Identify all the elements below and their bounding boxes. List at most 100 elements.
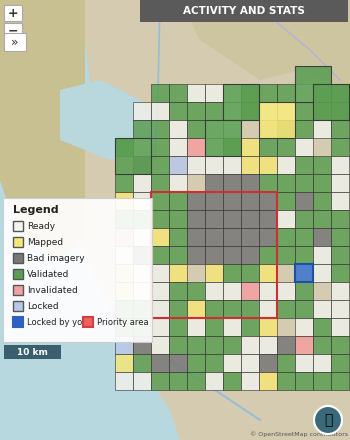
- Bar: [241, 282, 259, 300]
- Bar: [295, 246, 313, 264]
- Polygon shape: [60, 80, 160, 160]
- Text: Ready: Ready: [27, 221, 55, 231]
- Bar: [13, 269, 23, 279]
- Bar: [223, 156, 241, 174]
- Bar: [169, 174, 187, 192]
- Text: 🌊: 🌊: [324, 413, 332, 427]
- Bar: [13, 317, 23, 327]
- Bar: [259, 300, 277, 318]
- Bar: [205, 300, 223, 318]
- Bar: [295, 192, 313, 210]
- Bar: [169, 120, 187, 138]
- Bar: [259, 210, 277, 228]
- Bar: [151, 372, 169, 390]
- Bar: [151, 354, 169, 372]
- Bar: [223, 102, 241, 120]
- Text: »: »: [11, 36, 19, 48]
- Bar: [295, 372, 313, 390]
- Bar: [259, 228, 277, 246]
- Text: Mapped: Mapped: [27, 238, 63, 246]
- Bar: [187, 282, 205, 300]
- Bar: [241, 336, 259, 354]
- Bar: [187, 156, 205, 174]
- Bar: [223, 246, 241, 264]
- Bar: [331, 210, 349, 228]
- Bar: [277, 84, 295, 102]
- Bar: [151, 84, 169, 102]
- Bar: [13, 285, 23, 295]
- Bar: [331, 84, 349, 102]
- Bar: [277, 138, 295, 156]
- Bar: [223, 120, 241, 138]
- Bar: [295, 174, 313, 192]
- Bar: [151, 228, 169, 246]
- Bar: [151, 174, 169, 192]
- FancyBboxPatch shape: [4, 345, 61, 359]
- Bar: [313, 210, 331, 228]
- Bar: [13, 253, 23, 263]
- Bar: [205, 120, 241, 156]
- Bar: [313, 120, 331, 138]
- Bar: [295, 102, 313, 120]
- Bar: [187, 336, 205, 354]
- Bar: [223, 282, 241, 300]
- Bar: [115, 138, 133, 156]
- Bar: [277, 120, 295, 138]
- Bar: [313, 372, 331, 390]
- Bar: [205, 84, 223, 102]
- Text: © OpenStreetMap contributors: © OpenStreetMap contributors: [250, 431, 348, 437]
- Bar: [277, 156, 295, 174]
- Bar: [259, 372, 277, 390]
- Bar: [241, 246, 259, 264]
- Bar: [205, 102, 223, 120]
- FancyBboxPatch shape: [3, 198, 152, 342]
- Bar: [169, 246, 187, 264]
- Bar: [151, 336, 169, 354]
- Bar: [169, 210, 187, 228]
- Bar: [133, 300, 151, 318]
- Bar: [133, 138, 151, 156]
- Bar: [331, 120, 349, 138]
- Bar: [241, 156, 259, 174]
- Bar: [313, 84, 349, 120]
- Bar: [133, 228, 151, 246]
- Bar: [205, 210, 223, 228]
- Bar: [277, 300, 295, 318]
- Bar: [169, 264, 187, 282]
- Bar: [169, 84, 187, 102]
- Bar: [223, 210, 241, 228]
- Bar: [115, 228, 133, 246]
- Bar: [169, 102, 187, 120]
- Bar: [277, 282, 295, 300]
- Bar: [313, 192, 331, 210]
- Bar: [259, 156, 277, 174]
- Bar: [241, 354, 259, 372]
- Bar: [133, 102, 151, 120]
- Bar: [331, 282, 349, 300]
- Bar: [205, 336, 223, 354]
- Bar: [295, 138, 313, 156]
- Bar: [205, 372, 223, 390]
- Bar: [205, 120, 223, 138]
- Bar: [331, 228, 349, 246]
- Bar: [241, 228, 259, 246]
- Bar: [223, 84, 241, 102]
- Bar: [205, 264, 223, 282]
- Bar: [151, 264, 169, 282]
- Bar: [115, 372, 133, 390]
- Text: Legend: Legend: [13, 205, 59, 215]
- Bar: [151, 282, 169, 300]
- Bar: [223, 318, 241, 336]
- Bar: [277, 372, 295, 390]
- Polygon shape: [180, 0, 350, 90]
- Bar: [187, 300, 205, 318]
- Bar: [259, 174, 277, 192]
- Bar: [277, 336, 295, 354]
- Bar: [115, 210, 133, 228]
- Bar: [187, 354, 205, 372]
- Bar: [277, 210, 295, 228]
- Bar: [133, 174, 151, 192]
- Bar: [259, 354, 277, 372]
- Text: Invalidated: Invalidated: [27, 286, 78, 294]
- Bar: [133, 210, 151, 228]
